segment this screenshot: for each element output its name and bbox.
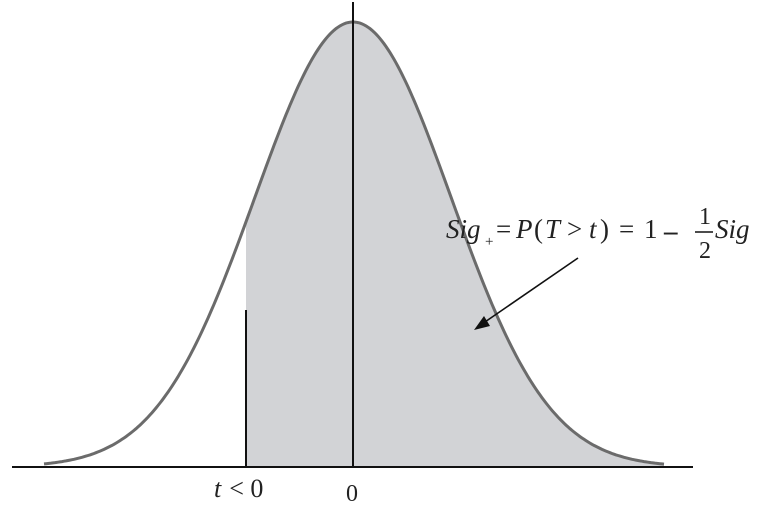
- zero-label: 0: [346, 481, 358, 507]
- t-label: t < 0: [214, 474, 263, 503]
- sig-term: Sig: [446, 214, 481, 244]
- plus-subscript: +: [485, 234, 493, 250]
- p-term: P: [515, 214, 533, 244]
- big-t-term: T: [545, 214, 562, 244]
- annotation-arrow: [481, 257, 579, 325]
- minus-sign: –: [663, 216, 678, 246]
- one-term: 1: [644, 214, 658, 244]
- equals-sign-1: =: [496, 214, 511, 244]
- t-relation: < 0: [229, 474, 263, 503]
- arrow-head: [474, 316, 490, 330]
- significance-formula: Sig + = P ( T > t ) = 1 – 1 2 Sig: [446, 204, 750, 264]
- equals-sign-2: =: [619, 214, 634, 244]
- paren-close: ): [600, 214, 609, 244]
- t-variable: t: [214, 474, 222, 503]
- fraction-numerator: 1: [699, 204, 711, 230]
- fraction-denominator: 2: [699, 238, 711, 264]
- shaded-area-right-of-t: [246, 22, 664, 467]
- paren-open: (: [534, 214, 543, 244]
- sig-term-2: Sig: [715, 214, 750, 244]
- small-t-term: t: [589, 214, 598, 244]
- greater-than: >: [567, 214, 582, 244]
